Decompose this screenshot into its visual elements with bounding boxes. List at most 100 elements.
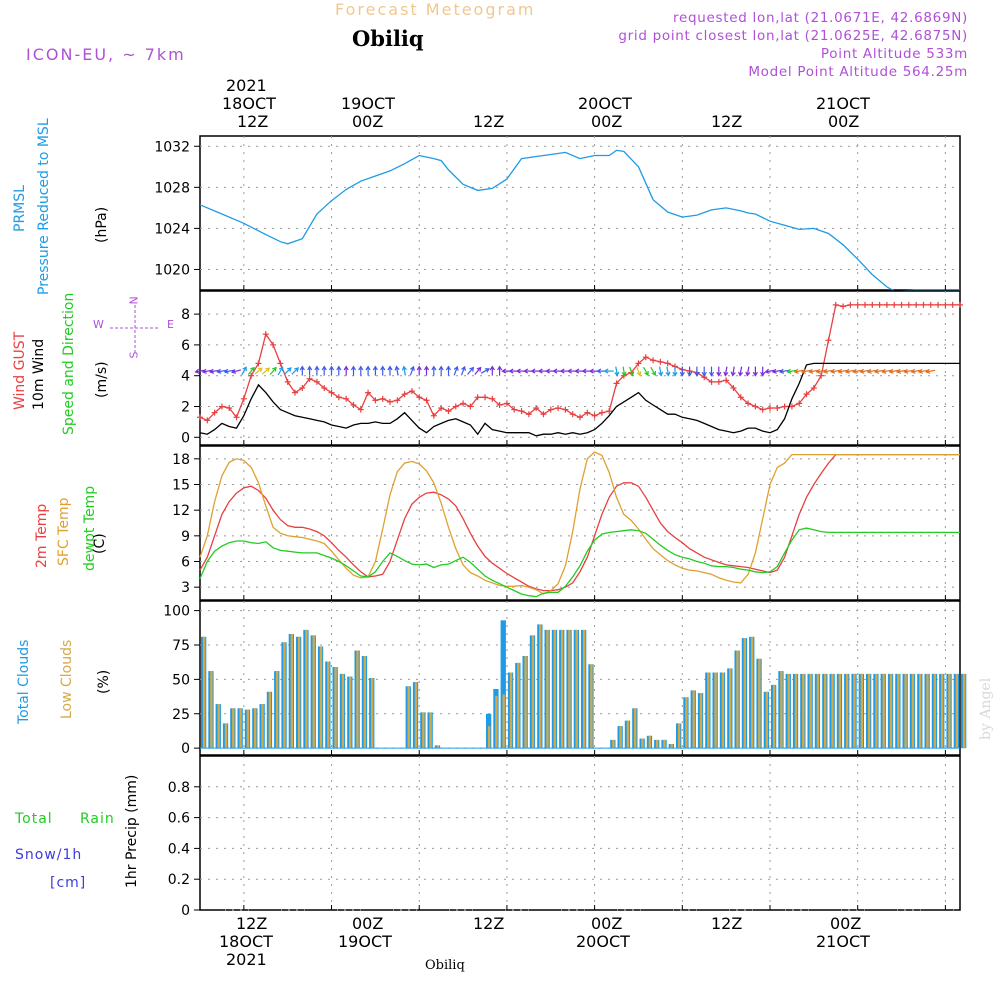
wind-direction-arrowhead — [530, 368, 536, 374]
compass-east: E — [167, 318, 174, 331]
wind-direction-arrow — [904, 369, 914, 373]
y-tick-label: 75 — [172, 638, 190, 654]
wind-direction-arrow — [254, 367, 263, 375]
low-cloud-bar — [560, 629, 564, 749]
wind-direction-arrowhead — [730, 371, 736, 377]
model-label: ICON-EU, ~ 7km — [26, 45, 186, 64]
wind-direction-arrowhead — [328, 365, 335, 371]
y-tick-label: 1020 — [154, 262, 190, 278]
wind-direction-arrow — [794, 369, 804, 373]
y-tick-label: 0.6 — [168, 811, 190, 827]
panel-frame — [199, 290, 961, 446]
y-tick-label: 9 — [181, 529, 190, 545]
wind-direction-arrow — [860, 369, 870, 373]
wind-direction-arrow — [809, 369, 819, 373]
low-cloud-bar — [524, 656, 527, 749]
bottom-axis-label: 00Z — [830, 914, 862, 933]
low-cloud-bar — [582, 629, 586, 749]
wind-direction-arrowhead — [523, 368, 529, 374]
low-cloud-bar — [239, 708, 242, 749]
y-tick-label: 25 — [172, 707, 190, 723]
wind-direction-arrowhead — [401, 365, 407, 371]
wind-direction-arrow — [467, 367, 474, 375]
low-cloud-bar — [685, 697, 688, 749]
wind-direction-arrow — [284, 367, 292, 375]
low-cloud-bar — [648, 735, 651, 749]
wind-direction-arrowhead — [216, 368, 222, 374]
wind-direction-arrowhead — [431, 365, 437, 371]
wind-direction-arrowhead — [672, 371, 678, 377]
wind-direction-arrowhead — [453, 365, 459, 371]
wind-direction-arrowhead — [372, 365, 378, 371]
wind-direction-arrowhead — [574, 368, 580, 374]
wind-direction-arrowhead — [223, 368, 229, 374]
low-cloud-bar — [553, 629, 556, 749]
wind-direction-arrowhead — [603, 368, 609, 374]
low-cloud-bar — [210, 671, 213, 749]
wind-direction-arrow — [853, 369, 863, 373]
wind-direction-arrowhead — [501, 368, 507, 374]
forecast-title: Forecast Meteogram — [335, 0, 536, 19]
wind-direction-arrowhead — [815, 368, 821, 374]
wind-direction-arrowhead — [394, 365, 400, 371]
footer-location: Obiliq — [425, 958, 465, 973]
top-axis-label: 20OCT — [578, 94, 632, 113]
y-tick-label: 6 — [181, 555, 190, 571]
wind-direction-arrow — [875, 369, 885, 373]
requested-coords: requested lon,lat (21.0671E, 42.6869N) — [673, 10, 968, 26]
series-line-prmsl — [199, 149, 960, 292]
wind-direction-arrowhead — [201, 368, 207, 374]
wind-direction-arrowhead — [881, 368, 887, 374]
low-cloud-bar — [948, 673, 951, 749]
y-tick-label: 1024 — [154, 221, 190, 237]
low-cloud-bar — [831, 673, 834, 749]
wind-direction-arrowhead — [537, 368, 543, 374]
wind-direction-arrowhead — [515, 368, 521, 374]
bottom-axis-label: 12Z — [711, 914, 743, 933]
low-cloud-bar — [721, 672, 725, 749]
wind-direction-arrow — [666, 366, 670, 376]
low-cloud-bar — [363, 656, 366, 749]
panel-frame — [199, 445, 961, 601]
wind-direction-arrowhead — [552, 368, 558, 374]
low-cloud-bar — [926, 673, 929, 749]
wind-direction-arrow — [659, 366, 662, 376]
low-cloud-bar — [824, 673, 827, 749]
wind-direction-arrow — [889, 369, 899, 373]
wind-direction-arrowhead — [508, 368, 514, 374]
grid-point-coords: grid point closest lon,lat (21.0625E, 42… — [618, 28, 968, 44]
low-cloud-bar — [305, 629, 308, 749]
wind-direction-arrowhead — [723, 371, 729, 377]
y-tick-label: 0.8 — [168, 780, 190, 796]
bottom-axis-label: 00Z — [352, 914, 384, 933]
top-axis-label: 2021 — [226, 76, 267, 95]
wind-direction-arrowhead — [596, 368, 602, 374]
wind-direction-arrow — [642, 366, 649, 376]
wind-direction-arrow — [210, 369, 220, 373]
low-cloud-bar — [370, 678, 374, 749]
low-cloud-bar — [275, 671, 279, 749]
low-cloud-bar — [487, 726, 491, 749]
top-axis-label: 19OCT — [341, 94, 395, 113]
wind-direction-arrow — [403, 366, 406, 376]
wind-direction-arrow — [732, 366, 735, 376]
bottom-axis-label: 20OCT — [576, 932, 630, 951]
low-cloud-bar — [341, 673, 345, 749]
wind-direction-arrow — [622, 366, 626, 376]
wind-direction-arrow — [911, 369, 921, 373]
wind-direction-arrowhead — [314, 365, 320, 371]
low-cloud-bar — [268, 691, 271, 749]
wind-direction-arrowhead — [771, 368, 777, 374]
wind-direction-arrowhead — [497, 365, 503, 371]
low-cloud-bar — [670, 744, 673, 749]
low-cloud-bar — [217, 704, 220, 749]
low-cloud-bar — [436, 745, 440, 749]
low-cloud-bar — [663, 739, 666, 749]
panel-frame — [199, 135, 961, 291]
low-cloud-bar — [297, 636, 301, 749]
total-cloud-bar — [500, 620, 506, 749]
bottom-axis-label: 12Z — [236, 914, 268, 933]
bottom-axis-label: 2021 — [226, 950, 267, 969]
bottom-axis-label: 00Z — [591, 914, 623, 933]
wind-direction-arrow — [202, 369, 212, 373]
